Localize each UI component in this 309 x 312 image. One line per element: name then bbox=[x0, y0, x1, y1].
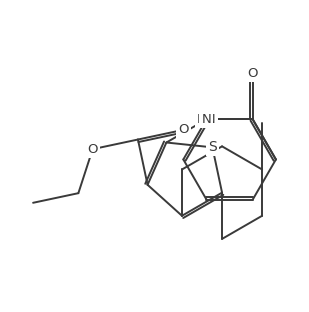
Text: O: O bbox=[87, 143, 98, 156]
Text: S: S bbox=[208, 140, 217, 154]
Text: N: N bbox=[201, 113, 211, 126]
Text: O: O bbox=[248, 66, 258, 80]
Text: O: O bbox=[178, 124, 188, 136]
Text: HN: HN bbox=[197, 113, 216, 126]
